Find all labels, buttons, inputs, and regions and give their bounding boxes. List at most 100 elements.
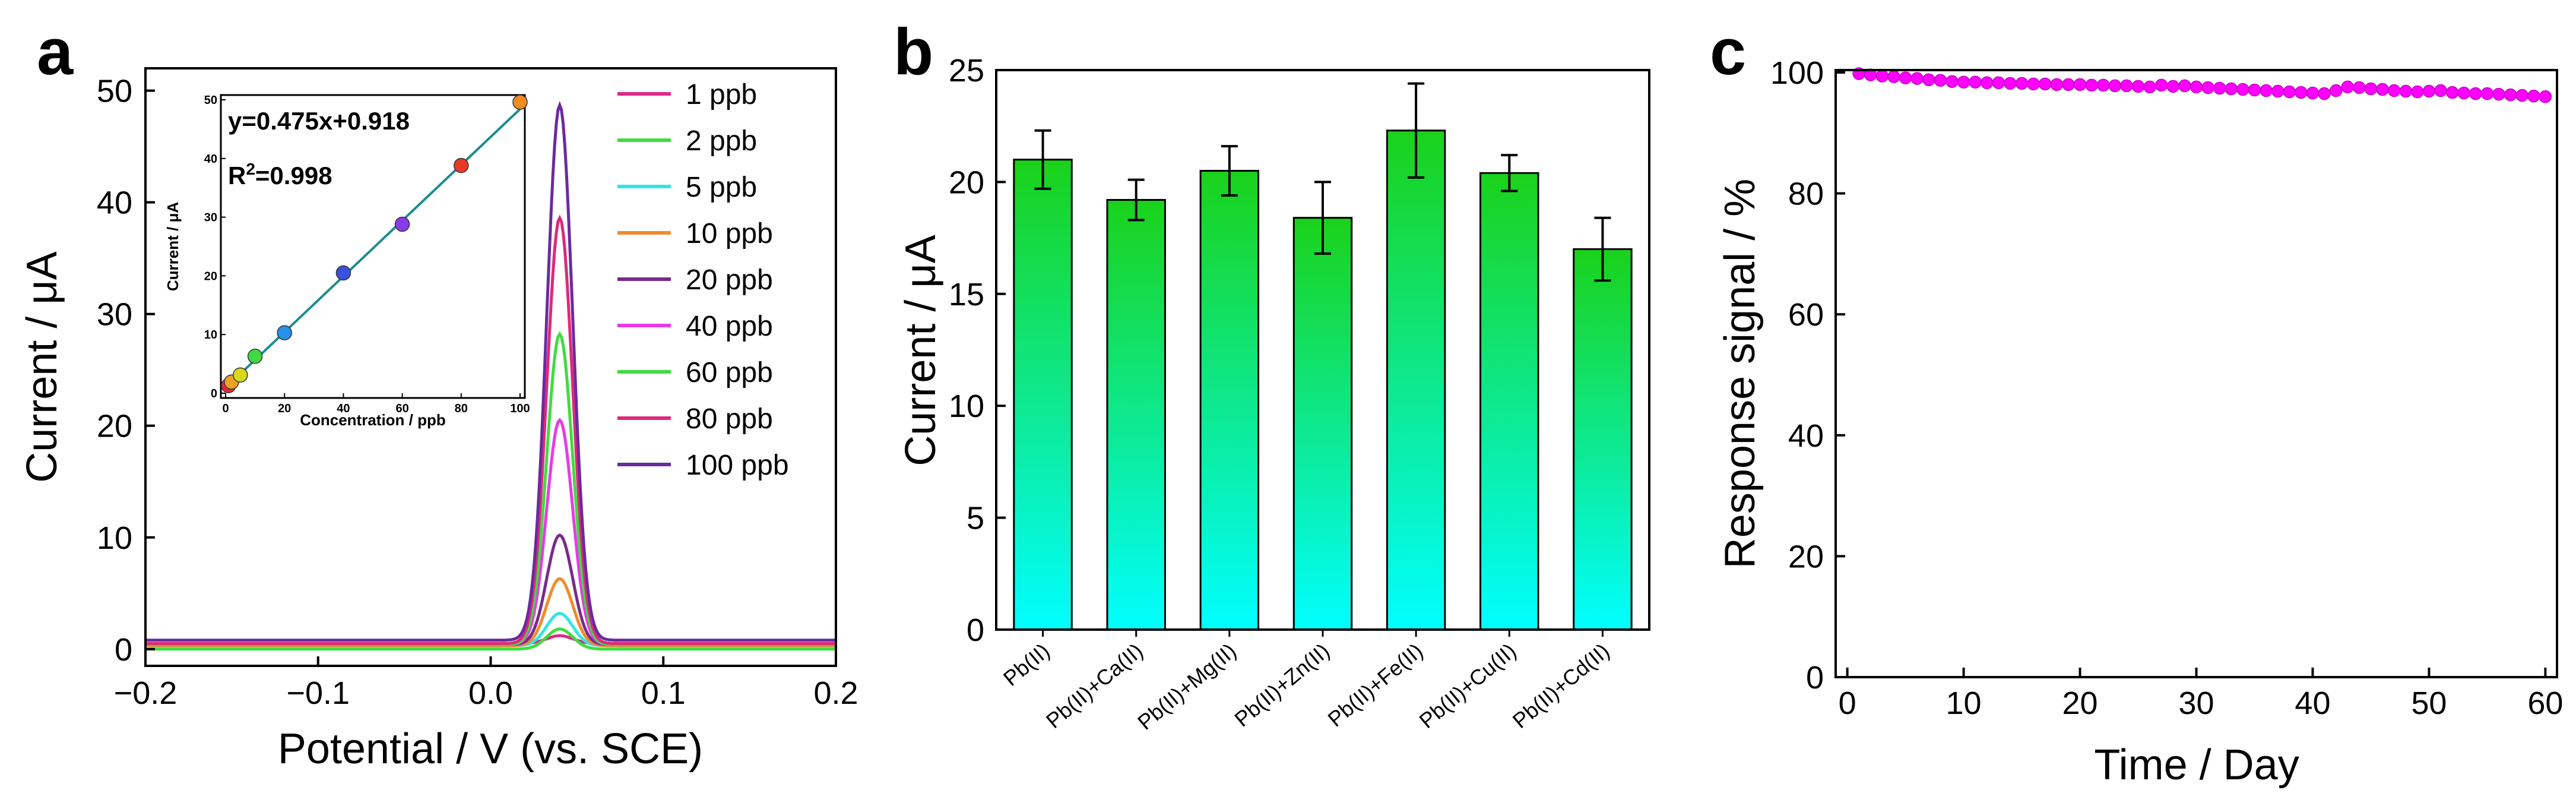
stability-point-3 (1887, 70, 1900, 83)
panel-a-legend: 1 ppb 2 ppb 5 ppb 10 ppb 20 ppb 40 ppb 60 ppb 8… (617, 79, 789, 481)
legend-label-2: 5 ppb (686, 172, 757, 203)
legend-label-1: 2 ppb (686, 125, 757, 157)
stability-point-31 (2213, 81, 2226, 95)
panel-c-x-tick-label-6: 60 (2527, 685, 2563, 721)
panel-c-y-tick-label-3: 60 (1788, 297, 1824, 333)
stability-point-47 (2399, 84, 2412, 98)
panel-b-y-axis-title: Current / μA (897, 235, 945, 466)
stability-point-38 (2295, 86, 2308, 99)
stability-point-29 (2190, 80, 2203, 94)
stability-point-53 (2469, 87, 2482, 100)
inset-point-7 (454, 157, 469, 173)
inset-point-5 (335, 265, 351, 281)
stability-point-18 (2062, 78, 2075, 91)
stability-point-36 (2271, 84, 2285, 98)
inset-points (221, 94, 528, 393)
stability-point-52 (2457, 86, 2470, 100)
inset-y-tick-label-3: 30 (204, 211, 217, 225)
inset-ticks: 0 20 40 60 80 100 0 10 20 30 40 50 (204, 94, 530, 415)
stability-point-16 (2038, 77, 2052, 91)
panel-c-x-tick-label-4: 40 (2295, 685, 2330, 721)
panel-b-frame (995, 69, 1650, 631)
legend-label-6: 60 ppb (686, 357, 773, 388)
panel-letter-a: a (37, 15, 74, 89)
bar-5 (1479, 172, 1539, 631)
stability-point-37 (2283, 85, 2296, 99)
bar-2 (1199, 170, 1260, 631)
panel-c-x-ticks: 0 10 20 30 40 50 60 (1839, 668, 2563, 721)
stability-point-35 (2260, 84, 2273, 97)
category-label-4: Pb(II)+Fe(II) (1323, 639, 1428, 732)
stability-point-50 (2434, 84, 2447, 97)
panel-c-x-tick-label-1: 10 (1946, 685, 1982, 721)
stability-point-2 (1875, 69, 1889, 83)
voltammogram-curve-4 (145, 533, 836, 646)
stability-point-15 (2027, 77, 2040, 91)
stability-point-28 (2178, 79, 2191, 93)
inset-point-4 (277, 325, 292, 340)
inset-r-squared-prefix: R (228, 162, 246, 189)
bar-6 (1573, 248, 1633, 631)
voltammogram-curve-3 (145, 577, 836, 647)
category-label-2: Pb(II)+Mg(II) (1133, 639, 1241, 735)
stability-point-34 (2248, 83, 2261, 97)
stability-point-8 (1946, 75, 1959, 89)
panel-b-y-tick-label-1: 5 (967, 501, 984, 536)
stability-point-51 (2445, 86, 2459, 99)
stability-point-9 (1957, 75, 1970, 89)
stability-point-7 (1934, 74, 1947, 87)
inset-y-tick-label-4: 40 (204, 153, 217, 166)
inset-fit-line (224, 108, 521, 389)
panel-a-y-tick-label-5: 50 (97, 74, 132, 109)
stability-point-59 (2539, 90, 2552, 103)
category-label-6: Pb(II)+Cd(II) (1508, 639, 1614, 733)
inset-frame (220, 94, 526, 399)
category-label-0: Pb(II) (999, 639, 1054, 691)
stability-point-57 (2515, 89, 2529, 102)
inset-x-tick-label-3: 60 (395, 402, 408, 415)
voltammogram-curves (145, 100, 836, 651)
panel-c-y-tick-label-0: 0 (1806, 660, 1824, 696)
inset-y-tick-label-2: 20 (204, 270, 217, 283)
stability-point-12 (1992, 76, 2005, 90)
panel-c-x-tick-label-3: 30 (2178, 685, 2214, 721)
panel-c-y-tick-label-1: 20 (1788, 539, 1824, 574)
panel-letter-b: b (893, 15, 933, 89)
panel-a-x-tick-label-4: 0.2 (813, 675, 858, 711)
stability-points (1852, 67, 2552, 103)
stability-point-44 (2364, 82, 2378, 96)
panel-c-y-axis-title: Response signal / % (1716, 179, 1764, 568)
inset-point-2 (233, 367, 248, 383)
inset-x-tick-label-2: 40 (337, 402, 350, 415)
panel-b-y-tick-label-4: 20 (949, 165, 984, 200)
panel-a-y-tick-label-3: 30 (97, 297, 132, 333)
stability-point-26 (2154, 78, 2168, 92)
panel-letter-c: c (1710, 15, 1746, 89)
stability-point-46 (2387, 84, 2401, 97)
stability-point-11 (1981, 76, 1994, 90)
panel-c-y-tick-label-5: 100 (1770, 55, 1824, 91)
stability-point-21 (2096, 78, 2110, 92)
inset-x-tick-label-1: 20 (278, 402, 291, 415)
stability-point-45 (2376, 83, 2389, 96)
stability-point-20 (2085, 78, 2098, 92)
stability-point-54 (2480, 87, 2494, 100)
panel-c-x-tick-label-0: 0 (1839, 685, 1856, 721)
stability-point-6 (1922, 73, 1935, 86)
stability-point-25 (2143, 80, 2156, 94)
stability-point-27 (2166, 80, 2180, 93)
stability-point-40 (2318, 87, 2331, 100)
bar-1 (1106, 199, 1166, 631)
panel-b-interference: 0 5 10 15 20 25 Pb(II)Pb(II)+Ca(II)Pb(II)+Mg(… (897, 53, 1650, 735)
category-label-1: Pb(II)+Ca(II) (1041, 639, 1148, 733)
inset-point-3 (247, 349, 263, 364)
legend-label-3: 10 ppb (686, 218, 773, 249)
inset-point-8 (512, 94, 528, 110)
panel-c-y-ticks: 0 20 40 60 80 100 (1770, 55, 1845, 696)
legend-label-5: 40 ppb (686, 311, 773, 342)
stability-point-32 (2225, 82, 2238, 96)
panel-a-y-tick-label-2: 20 (97, 409, 132, 444)
stability-point-55 (2492, 87, 2505, 101)
